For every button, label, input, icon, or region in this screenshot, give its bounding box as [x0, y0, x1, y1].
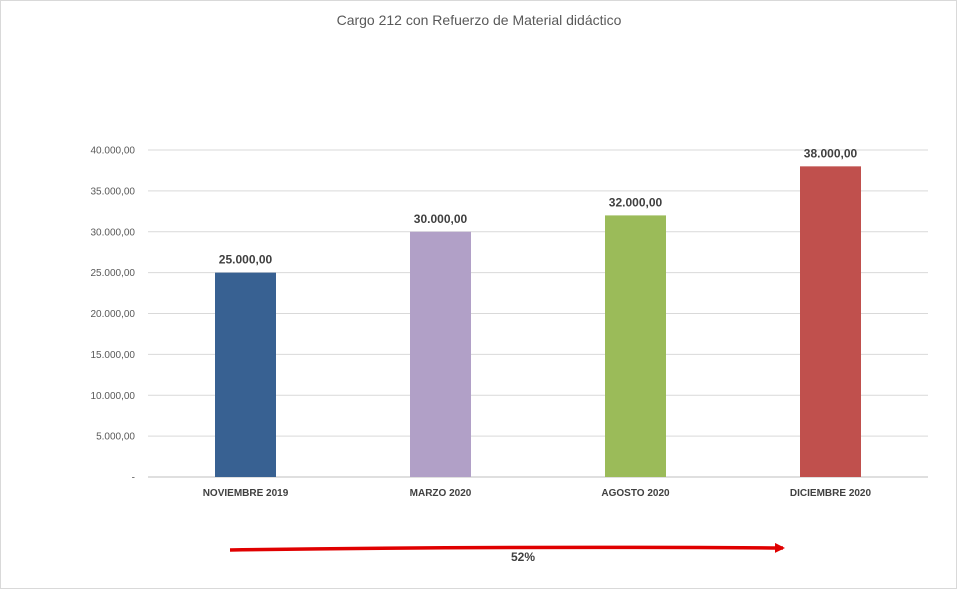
bar: [605, 215, 666, 477]
x-tick-label: AGOSTO 2020: [601, 488, 670, 499]
data-label: 38.000,00: [804, 146, 858, 160]
data-label: 30.000,00: [414, 212, 468, 226]
x-axis-ticks: NOVIEMBRE 2019 MARZO 2020 AGOSTO 2020 DICIE…: [203, 488, 872, 499]
y-tick-label: 20.000,00: [91, 309, 136, 320]
y-tick-label: -: [132, 473, 135, 484]
growth-annotation: 52%: [229, 542, 785, 564]
y-tick-label: 10.000,00: [91, 391, 136, 402]
data-labels: 25.000,00 30.000,00 32.000,00 38.000,00: [219, 146, 858, 266]
x-tick-label: NOVIEMBRE 2019: [203, 488, 289, 499]
y-tick-label: 30.000,00: [91, 227, 136, 238]
y-tick-label: 35.000,00: [91, 186, 136, 197]
data-label: 25.000,00: [219, 253, 273, 267]
x-tick-label: MARZO 2020: [410, 488, 472, 499]
bar: [410, 231, 471, 477]
growth-arrow: [229, 542, 785, 553]
y-axis-ticks: - 5.000,00 10.000,00 15.000,00 20.000,00 25.0…: [91, 146, 136, 484]
y-tick-label: 5.000,00: [96, 432, 135, 443]
chart-title: Cargo 212 con Refuerzo de Material didác…: [337, 12, 622, 28]
gridlines: [148, 149, 928, 478]
growth-percentage: 52%: [511, 550, 535, 564]
x-tick-label: DICIEMBRE 2020: [790, 488, 872, 499]
y-tick-label: 15.000,00: [91, 350, 136, 361]
y-tick-label: 25.000,00: [91, 268, 136, 279]
data-label: 32.000,00: [609, 195, 663, 209]
bar: [215, 272, 276, 477]
bars: [215, 166, 861, 477]
y-tick-label: 40.000,00: [91, 146, 136, 157]
bar: [800, 166, 861, 477]
